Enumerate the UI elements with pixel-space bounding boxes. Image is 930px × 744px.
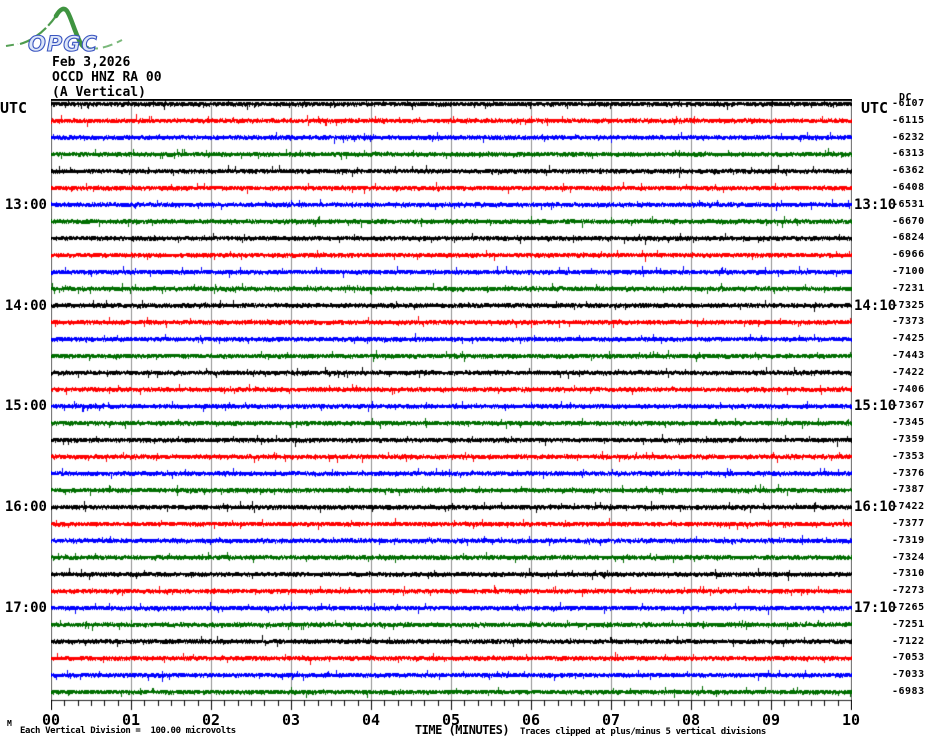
dc-value: -7422 bbox=[892, 501, 925, 513]
x-tick-label: 02 bbox=[201, 711, 221, 729]
dc-value: -6966 bbox=[892, 249, 925, 261]
dc-value: -7325 bbox=[892, 299, 925, 311]
dc-value: -7251 bbox=[892, 618, 925, 630]
dc-value: -6313 bbox=[892, 148, 925, 160]
header-component: (A Vertical) bbox=[52, 85, 146, 100]
dc-value: -6232 bbox=[892, 131, 925, 143]
dc-value: -6115 bbox=[892, 114, 925, 126]
hour-label-right: 14:10 bbox=[854, 297, 897, 314]
hour-label-right: 15:10 bbox=[854, 398, 897, 415]
hour-label-left: 14:00 bbox=[4, 297, 47, 314]
dc-value: -6670 bbox=[892, 215, 925, 227]
x-tick-label: 08 bbox=[681, 711, 701, 729]
dc-value: -6362 bbox=[892, 165, 925, 177]
dc-value: -7377 bbox=[892, 518, 925, 529]
corner-glyph: M bbox=[7, 719, 12, 728]
dc-value: -6531 bbox=[892, 198, 925, 210]
dc-value: -7122 bbox=[892, 635, 925, 647]
opgc-logo: OPGC bbox=[5, 6, 123, 56]
scale-note: Each Vertical Division = 100.00 microvol… bbox=[20, 726, 236, 736]
x-tick-label: 07 bbox=[601, 711, 621, 729]
hour-label-left: 16:00 bbox=[4, 499, 47, 516]
dc-value: -7422 bbox=[892, 366, 925, 378]
dc-value: -6983 bbox=[892, 686, 925, 697]
dc-value: -6107 bbox=[892, 98, 925, 109]
hour-label-right: 17:10 bbox=[854, 600, 897, 616]
hour-label-left: 15:00 bbox=[4, 398, 47, 415]
dc-value: -7373 bbox=[892, 316, 925, 328]
x-tick-label: 04 bbox=[361, 711, 381, 729]
logo-text: OPGC bbox=[28, 32, 98, 56]
logo-dash-right bbox=[87, 39, 123, 50]
hour-label-right: 13:10 bbox=[854, 196, 897, 213]
x-tick-label: 05 bbox=[441, 711, 461, 729]
dc-value: -7100 bbox=[892, 266, 925, 277]
hour-label-left: 13:00 bbox=[4, 196, 47, 213]
hour-label-right: 16:10 bbox=[854, 499, 897, 516]
dc-value: -7231 bbox=[892, 282, 925, 294]
header-station: OCCD HNZ RA 00 bbox=[52, 70, 162, 85]
dc-value: -7310 bbox=[892, 568, 925, 580]
dc-value: -6408 bbox=[892, 182, 925, 193]
header-date: Feb 3,2026 bbox=[52, 55, 131, 70]
x-tick-label: 01 bbox=[121, 711, 141, 729]
logo-dash-left bbox=[5, 43, 19, 47]
dc-value: -7345 bbox=[892, 417, 925, 429]
dc-value: -6824 bbox=[892, 232, 925, 244]
dc-value: -7406 bbox=[892, 383, 925, 395]
dc-value: -7367 bbox=[892, 400, 925, 412]
dc-value: -7319 bbox=[892, 534, 925, 546]
x-axis-title: TIME (MINUTES) bbox=[414, 723, 510, 737]
x-tick-label: 09 bbox=[761, 711, 781, 729]
x-tick-label: 00 bbox=[41, 711, 61, 729]
dc-value: -7443 bbox=[892, 350, 925, 361]
dc-value: -7353 bbox=[892, 450, 925, 462]
x-tick-label: 06 bbox=[521, 711, 541, 729]
hour-label-left: 17:00 bbox=[4, 600, 47, 616]
clip-note: Traces clipped at plus/minus 5 vertical … bbox=[520, 727, 766, 737]
utc-label-right: UTC bbox=[861, 99, 889, 117]
dc-value: -7387 bbox=[892, 484, 925, 496]
dc-value: -7324 bbox=[892, 551, 925, 563]
dc-value: -7359 bbox=[892, 434, 925, 445]
dc-value: -7425 bbox=[892, 333, 925, 345]
dc-value: -7053 bbox=[892, 652, 925, 664]
dc-column-header: DC bbox=[899, 92, 913, 103]
x-tick-label: 03 bbox=[281, 711, 301, 729]
logo-slope-left bbox=[19, 15, 57, 46]
helicorder-plot bbox=[51, 99, 852, 712]
dc-value: -7265 bbox=[892, 602, 925, 613]
logo-peak bbox=[53, 6, 90, 51]
dc-value: -7273 bbox=[892, 585, 925, 597]
x-tick-label: 10 bbox=[841, 711, 861, 729]
dc-value: -7376 bbox=[892, 467, 925, 479]
dc-value: -7033 bbox=[892, 669, 925, 681]
utc-label-left: UTC bbox=[0, 99, 28, 117]
